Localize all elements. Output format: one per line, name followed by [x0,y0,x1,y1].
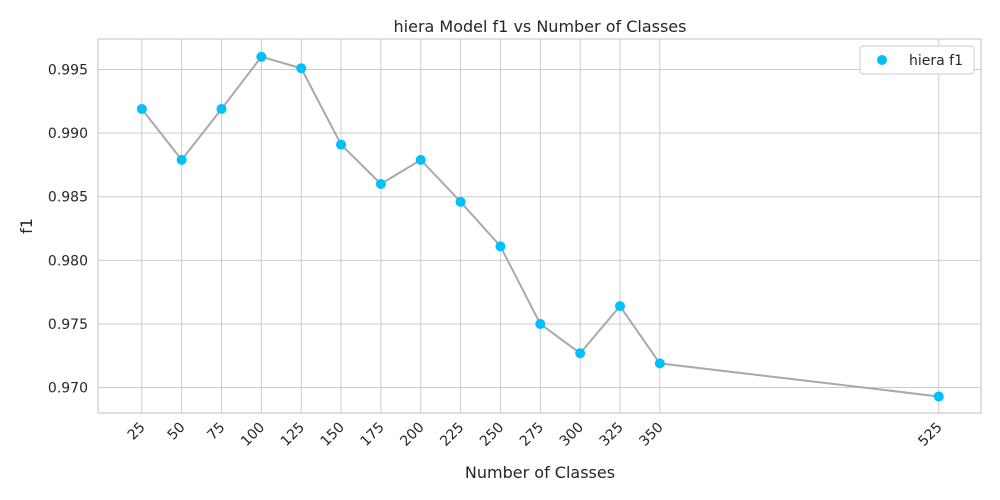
x-tick-label: 150 [318,420,348,450]
data-point [176,154,187,165]
data-point [535,318,546,329]
y-tick-labels: 0.970 0.975 0.980 0.985 0.990 0.995 [48,63,88,397]
x-tick-label: 250 [477,420,507,450]
data-point [614,301,625,312]
data-point [216,103,227,114]
x-tick-label: 275 [517,420,547,450]
data-point [375,179,386,190]
data-point [455,196,466,207]
grid [98,39,981,413]
y-tick-label: 0.980 [48,253,88,269]
data-point [654,358,665,369]
y-tick-label: 0.970 [48,381,88,397]
legend-label: hiera f1 [909,53,963,69]
x-axis-label: Number of Classes [465,463,615,482]
data-point [415,154,426,165]
data-point [136,103,147,114]
data-points [136,51,944,402]
data-point [575,348,586,359]
y-axis-label: f1 [17,218,36,234]
y-tick-label: 0.975 [48,317,88,333]
legend: hiera f1 [859,45,975,75]
data-point [256,51,267,62]
x-tick-label: 25 [125,420,149,444]
x-tick-label: 175 [358,420,388,450]
x-tick-label: 325 [597,420,627,450]
y-tick-label: 0.995 [48,63,88,79]
chart-title: hiera Model f1 vs Number of Classes [394,17,687,36]
x-tick-label: 350 [636,420,666,450]
x-tick-label: 525 [915,420,945,450]
y-tick-label: 0.990 [48,126,88,142]
x-tick-label: 50 [165,420,189,444]
y-tick-label: 0.985 [48,190,88,206]
x-tick-labels: 25 50 75 100 125 150 175 200 225 250 275 300 325 350 5… [125,420,946,450]
legend-box [859,45,975,75]
data-point [495,241,506,252]
x-tick-label: 125 [278,420,308,450]
x-tick-label: 200 [397,420,427,450]
x-tick-label: 225 [437,420,467,450]
data-point [933,391,944,402]
data-point [336,139,347,150]
data-point [296,63,307,74]
x-tick-label: 100 [238,420,268,450]
x-tick-label: 75 [204,420,228,444]
legend-marker [877,55,887,65]
x-tick-label: 300 [557,420,587,450]
plot-frame [97,38,982,414]
